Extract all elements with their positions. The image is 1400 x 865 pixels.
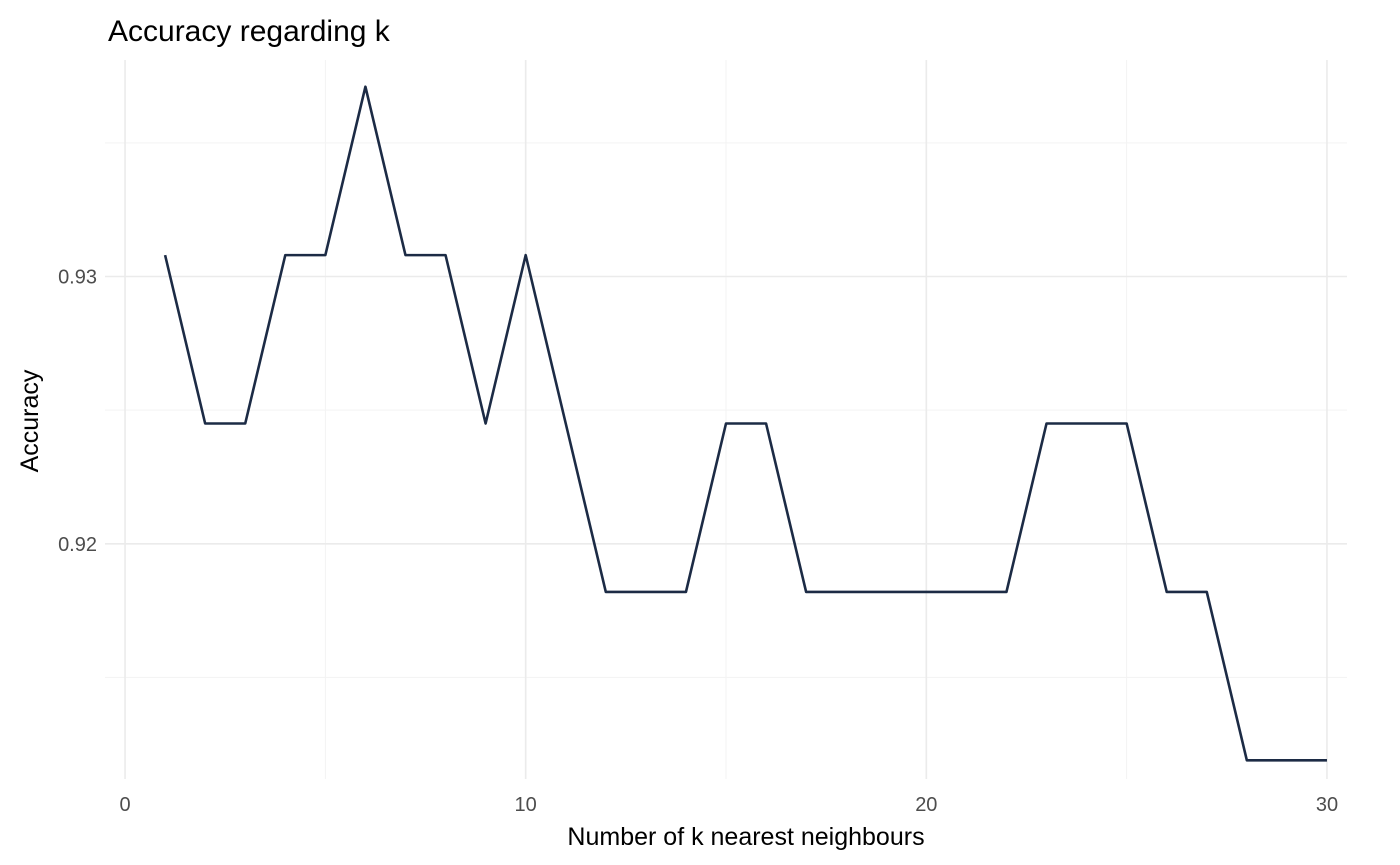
y-axis-label: Accuracy [16, 369, 44, 472]
x-axis-label: Number of k nearest neighbours [567, 823, 924, 851]
x-tick-label: 20 [915, 794, 937, 816]
y-tick-label: 0.92 [58, 534, 97, 556]
x-tick-label: 0 [119, 794, 130, 816]
y-tick-label: 0.93 [58, 267, 97, 289]
accuracy-series-line [163, 85, 1327, 762]
series-layer [163, 85, 1327, 762]
chart-title: Accuracy regarding k [108, 15, 391, 48]
tick-label-layer: 0 10 20 30 0.92 0.93 [58, 267, 1338, 816]
x-tick-label: 10 [515, 794, 537, 816]
x-tick-label: 30 [1316, 794, 1338, 816]
grid-layer [105, 60, 1347, 779]
